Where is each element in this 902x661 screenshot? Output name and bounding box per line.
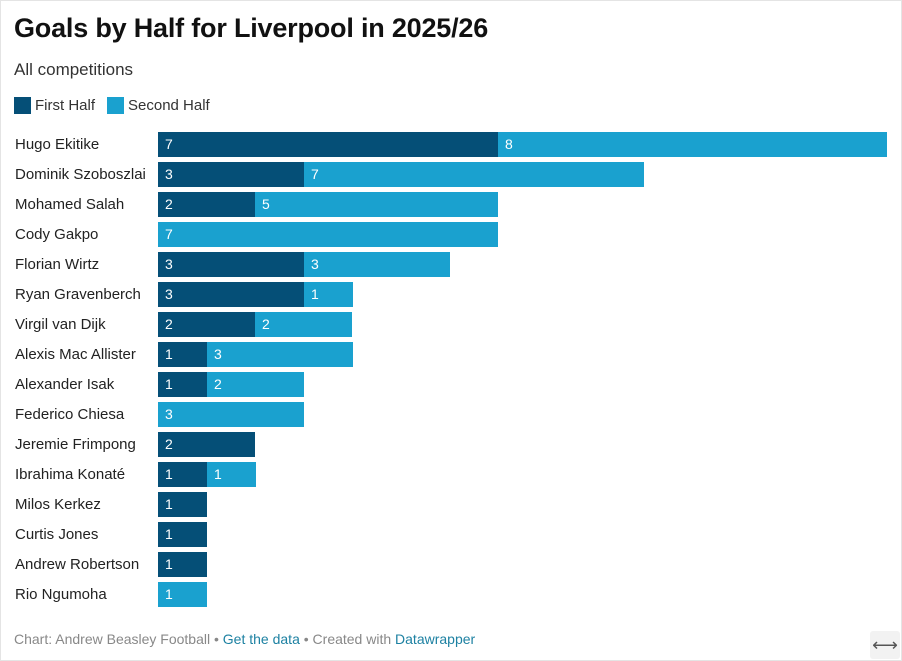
- bar-row: Ibrahima Konaté 1 1: [0, 462, 902, 487]
- bar-second-half: 1: [158, 582, 207, 607]
- bar-value-label: 3: [214, 346, 222, 362]
- bar-row: Jeremie Frimpong 2: [0, 432, 902, 457]
- footer-created-with: • Created with: [299, 631, 396, 647]
- bar-value-label: 3: [165, 256, 173, 272]
- bar-second-half: 1: [304, 282, 353, 307]
- bar-second-half: 5: [255, 192, 498, 217]
- bar-second-half: 2: [255, 312, 352, 337]
- bar-first-half: 1: [158, 552, 207, 577]
- bar-row: Federico Chiesa 3: [0, 402, 902, 427]
- bar-value-label: 7: [165, 226, 173, 242]
- bar-second-half: 3: [304, 252, 450, 277]
- bar-value-label: 2: [214, 376, 222, 392]
- bar-value-label: 3: [165, 406, 173, 422]
- legend-item-first-half: First Half: [14, 97, 95, 114]
- bar-value-label: 1: [165, 466, 173, 482]
- bar-first-half: 1: [158, 342, 207, 367]
- bar-first-half: 1: [158, 492, 207, 517]
- bar-value-label: 1: [165, 376, 173, 392]
- bar-first-half: 1: [158, 372, 207, 397]
- bar-row: Dominik Szoboszlai 3 7: [0, 162, 902, 187]
- bar-value-label: 3: [165, 286, 173, 302]
- bar-row: Cody Gakpo 7: [0, 222, 902, 247]
- resize-arrows-icon[interactable]: ⟷: [870, 631, 900, 659]
- category-label: Alexander Isak: [15, 376, 115, 393]
- bar-first-half: 2: [158, 432, 255, 457]
- legend-swatch-first-half: [14, 97, 31, 114]
- category-label: Hugo Ekitike: [15, 136, 100, 153]
- bar-value-label: 1: [165, 526, 173, 542]
- bar-value-label: 2: [165, 196, 173, 212]
- bar-first-half: 7: [158, 132, 498, 157]
- bar-row: Hugo Ekitike 7 8: [0, 132, 902, 157]
- category-label: Ryan Gravenberch: [15, 286, 141, 303]
- category-label: Alexis Mac Allister: [15, 346, 136, 363]
- footer-credit: Chart: Andrew Beasley Football: [14, 631, 211, 647]
- get-the-data-link[interactable]: Get the data: [222, 631, 300, 647]
- bar-second-half: 8: [498, 132, 887, 157]
- category-label: Andrew Robertson: [15, 556, 140, 573]
- category-label: Cody Gakpo: [15, 226, 99, 243]
- bar-first-half: 3: [158, 282, 304, 307]
- bar-value-label: 7: [311, 166, 319, 182]
- legend-label-second-half: Second Half: [128, 97, 210, 114]
- category-label: Federico Chiesa: [15, 406, 125, 423]
- bar-second-half: 1: [207, 462, 256, 487]
- bar-value-label: 1: [165, 556, 173, 572]
- bar-value-label: 7: [165, 136, 173, 152]
- bar-value-label: 2: [262, 316, 270, 332]
- bar-first-half: 1: [158, 462, 207, 487]
- category-label: Dominik Szoboszlai: [15, 166, 146, 183]
- bar-row: Andrew Robertson 1: [0, 552, 902, 577]
- bar-row: Alexander Isak 1 2: [0, 372, 902, 397]
- bar-first-half: 3: [158, 252, 304, 277]
- footer: Chart: Andrew Beasley Football • Get the…: [14, 631, 475, 647]
- legend: First Half Second Half: [14, 97, 222, 114]
- category-label: Ibrahima Konaté: [15, 466, 126, 483]
- bar-row: Virgil van Dijk 2 2: [0, 312, 902, 337]
- bar-first-half: 3: [158, 162, 304, 187]
- bar-first-half: 2: [158, 312, 255, 337]
- footer-separator: •: [210, 631, 223, 647]
- bar-row: Ryan Gravenberch 3 1: [0, 282, 902, 307]
- category-label: Mohamed Salah: [15, 196, 125, 213]
- bar-value-label: 1: [311, 286, 319, 302]
- legend-item-second-half: Second Half: [107, 97, 210, 114]
- bar-second-half: 3: [207, 342, 353, 367]
- bar-value-label: 2: [165, 436, 173, 452]
- legend-label-first-half: First Half: [35, 97, 95, 114]
- bar-first-half: 2: [158, 192, 255, 217]
- legend-swatch-second-half: [107, 97, 124, 114]
- category-label: Jeremie Frimpong: [15, 436, 136, 453]
- bar-second-half: 7: [158, 222, 498, 247]
- bar-row: Alexis Mac Allister 1 3: [0, 342, 902, 367]
- bar-row: Milos Kerkez 1: [0, 492, 902, 517]
- bar-value-label: 1: [165, 586, 173, 602]
- bar-row: Mohamed Salah 2 5: [0, 192, 902, 217]
- bar-second-half: 2: [207, 372, 304, 397]
- bar-first-half: 1: [158, 522, 207, 547]
- bar-second-half: 7: [304, 162, 644, 187]
- bar-value-label: 3: [165, 166, 173, 182]
- category-label: Milos Kerkez: [15, 496, 101, 513]
- category-label: Florian Wirtz: [15, 256, 100, 273]
- bar-row: Florian Wirtz 3 3: [0, 252, 902, 277]
- bar-row: Rio Ngumoha 1: [0, 582, 902, 607]
- bar-value-label: 2: [165, 316, 173, 332]
- category-label: Virgil van Dijk: [15, 316, 106, 333]
- category-label: Rio Ngumoha: [15, 586, 107, 603]
- bar-value-label: 1: [165, 496, 173, 512]
- bar-value-label: 3: [311, 256, 319, 272]
- bar-value-label: 1: [165, 346, 173, 362]
- bar-value-label: 8: [505, 136, 513, 152]
- chart-subtitle: All competitions: [14, 60, 134, 79]
- category-label: Curtis Jones: [15, 526, 99, 543]
- chart-title: Goals by Half for Liverpool in 2025/26: [14, 13, 489, 43]
- bar-value-label: 1: [214, 466, 222, 482]
- bar-value-label: 5: [262, 196, 270, 212]
- bar-row: Curtis Jones 1: [0, 522, 902, 547]
- bar-second-half: 3: [158, 402, 304, 427]
- datawrapper-link[interactable]: Datawrapper: [395, 631, 476, 647]
